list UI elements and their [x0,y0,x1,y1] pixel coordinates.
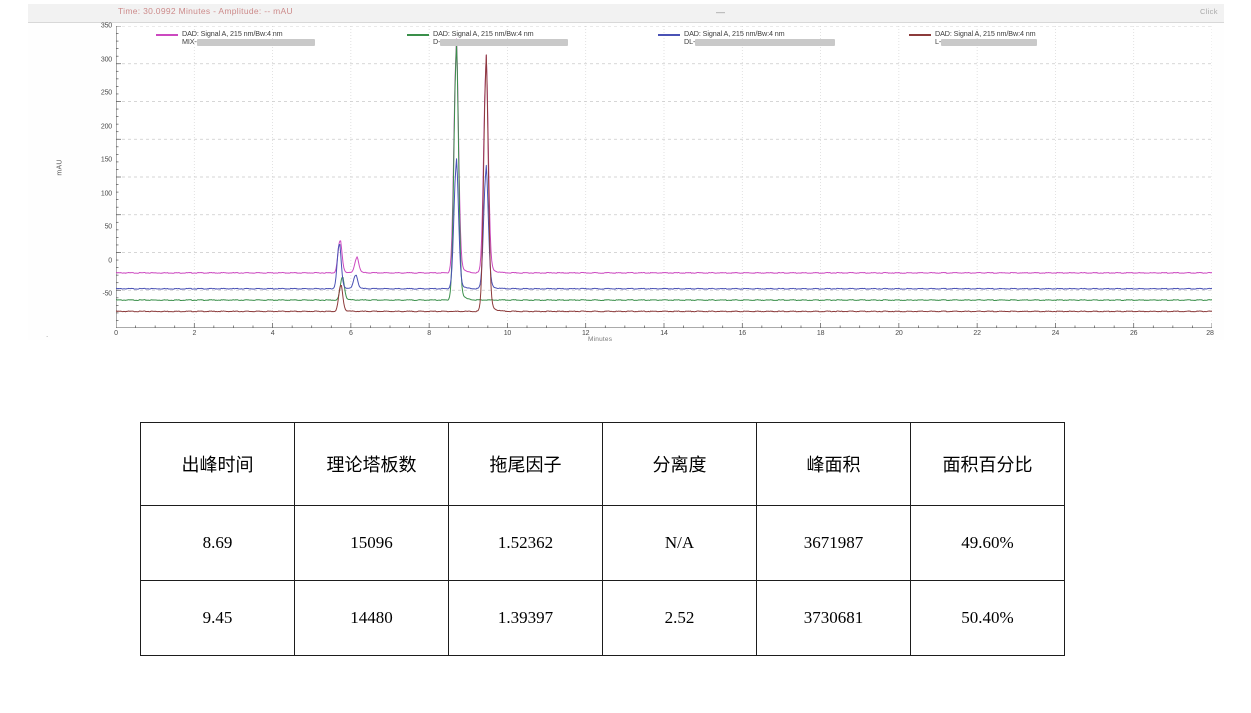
legend-sample-prefix: DL- [684,37,696,47]
x-tick: 8 [427,330,431,337]
redaction-block [196,38,315,46]
legend-label-line2: L- [935,37,1038,47]
legend-sample-prefix: D- [433,37,441,47]
peak-results-table: 出峰时间 理论塔板数 拖尾因子 分离度 峰面积 面积百分比 8.69 15096 1.52362… [140,422,1065,656]
toolbar-dash-label: — [716,7,725,17]
click-label[interactable]: Click [1200,7,1218,16]
table-cell: 49.60% [910,505,1065,581]
table-cell: 3730681 [756,580,911,656]
x-tick: 18 [816,330,825,337]
plot-area[interactable] [116,26,1212,328]
x-tick: 14 [660,330,668,337]
table-cell: 9.45 [140,580,295,656]
x-tick: 2 [192,330,197,337]
y-tick: 300 [100,56,112,63]
y-tick: 0 [108,257,112,264]
y-tick: 250 [100,89,112,97]
y-tick: 200 [100,123,112,130]
x-axis-title: Minutes [588,336,613,343]
legend-item[interactable]: DAD: Signal A, 215 nm/Bw:4 nm D- [407,29,658,52]
legend-color-swatch [909,34,931,36]
legend-item[interactable]: DAD: Signal A, 215 nm/Bw:4 nm L- [909,29,1160,52]
table-cell: 8.69 [140,505,295,581]
legend-label-line1: DAD: Signal A, 215 nm/Bw:4 nm [182,29,283,38]
y-axis-ticks: 350 300 250 200 150 100 50 0 -50 [74,22,113,328]
legend-color-swatch [156,34,178,36]
x-tick: 0 [114,330,118,337]
legend-color-swatch [658,34,680,36]
legend-color-swatch [407,34,429,36]
table-header-cell: 分离度 [602,422,757,506]
legend-label-line1: DAD: Signal A, 215 nm/Bw:4 nm [935,29,1036,38]
chart-legend: DAD: Signal A, 215 nm/Bw:4 nm MIX- DAD: … [156,29,1202,52]
x-tick: 16 [738,330,747,337]
x-tick: 26 [1129,330,1138,337]
y-tick: -50 [102,290,112,298]
table-row: 8.69 15096 1.52362 N/A 3671987 49.60% [140,505,1065,581]
table-header-row: 出峰时间 理论塔板数 拖尾因子 分离度 峰面积 面积百分比 [140,422,1065,506]
y-tick: 50 [104,223,113,231]
legend-label-line2: DL- [684,37,836,47]
chromatogram-toolbar [28,4,1224,23]
x-axis-ticks: 0 2 4 6 8 10 12 14 16 18 20 22 24 26 28 [114,330,1214,342]
x-tick: 4 [270,330,275,337]
x-tick: 6 [349,330,353,337]
legend-sample-prefix: MIX- [182,37,197,47]
table-cell: 2.52 [602,580,757,656]
decorative-dot: . [46,330,49,339]
x-tick: 24 [1051,330,1060,337]
chromatogram-svg [116,26,1212,328]
table-cell: 1.39397 [448,580,603,656]
chromatogram-panel: Time: 30.0992 Minutes - Amplitude: -- mA… [28,4,1224,343]
table-header-cell: 峰面积 [756,422,911,506]
table-header-cell: 拖尾因子 [448,422,603,506]
y-tick: 100 [100,190,112,197]
x-tick: 10 [503,330,512,337]
legend-label-line1: DAD: Signal A, 215 nm/Bw:4 nm [433,29,534,38]
redaction-block [695,38,836,46]
table-header-cell: 出峰时间 [140,422,295,506]
table-cell: 15096 [294,505,449,581]
legend-sample-prefix: L- [935,37,942,47]
legend-label-line2: D- [433,37,569,47]
table-header-cell: 理论塔板数 [294,422,449,506]
x-tick: 20 [895,330,903,337]
redaction-block [440,38,569,46]
cursor-readout-text: Time: 30.0992 Minutes - Amplitude: -- mA… [118,6,293,16]
table-row: 9.45 14480 1.39397 2.52 3730681 50.40% [140,580,1065,656]
legend-label-line2: MIX- [182,38,315,46]
x-tick: 22 [973,330,981,337]
x-tick: 28 [1206,330,1214,337]
axis-lines [116,26,1212,328]
table-cell: 14480 [294,580,449,656]
gridlines [116,26,1212,328]
y-tick: 350 [100,22,112,30]
redaction-block [941,38,1038,46]
table-cell: N/A [602,505,757,581]
y-axis-title: mAU [56,159,64,176]
trace-lines [116,38,1212,313]
table-cell: 3671987 [756,505,911,581]
table-header-cell: 面积百分比 [910,422,1065,506]
x-tick: 12 [581,330,590,337]
legend-label-line1: DAD: Signal A, 215 nm/Bw:4 nm [684,29,785,38]
y-tick: 150 [100,156,112,164]
table-cell: 50.40% [910,580,1065,656]
legend-item[interactable]: DAD: Signal A, 215 nm/Bw:4 nm MIX- [156,29,407,52]
legend-item[interactable]: DAD: Signal A, 215 nm/Bw:4 nm DL- [658,29,909,52]
table-cell: 1.52362 [448,505,603,581]
plot-frame[interactable] [116,26,1212,328]
